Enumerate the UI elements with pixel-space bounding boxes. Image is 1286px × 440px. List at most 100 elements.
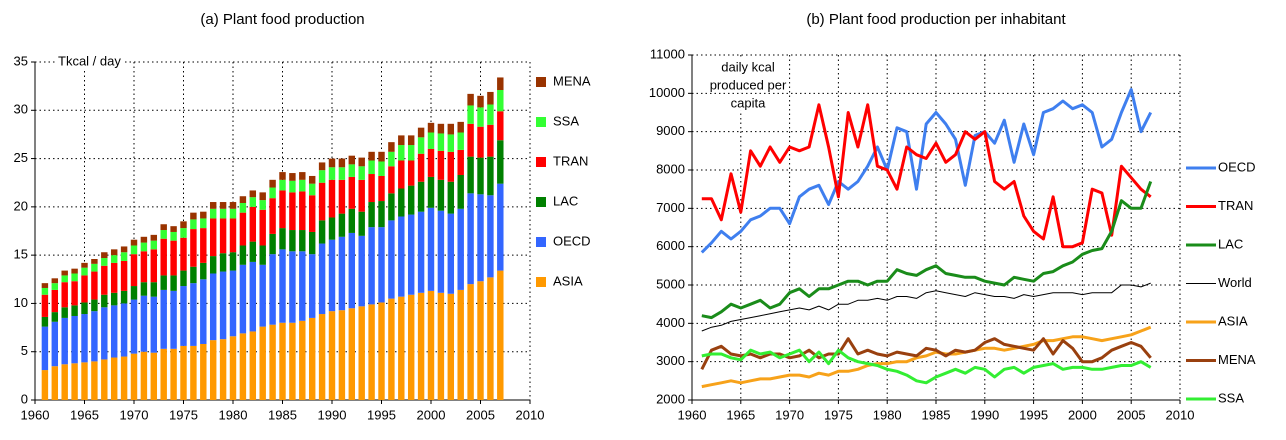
bar bbox=[259, 200, 266, 210]
bar bbox=[338, 213, 346, 237]
line bbox=[701, 282, 1151, 332]
bar bbox=[487, 124, 494, 157]
bar bbox=[259, 209, 266, 246]
bar bbox=[190, 345, 197, 400]
bar bbox=[338, 310, 346, 400]
bar bbox=[477, 107, 484, 127]
bar bbox=[318, 243, 326, 315]
bar bbox=[289, 173, 296, 181]
x-tick-label: 1990 bbox=[970, 407, 999, 422]
bar bbox=[160, 275, 167, 290]
bar bbox=[398, 188, 405, 217]
bar bbox=[150, 352, 158, 400]
bar bbox=[378, 227, 385, 303]
bar bbox=[120, 356, 128, 400]
x-tick-label: 1960 bbox=[678, 407, 707, 422]
bar bbox=[200, 279, 207, 344]
bar bbox=[140, 242, 148, 252]
bar bbox=[378, 151, 385, 162]
bar bbox=[427, 122, 435, 133]
bar bbox=[51, 283, 59, 290]
y-tick-label: 3000 bbox=[656, 353, 685, 368]
bar bbox=[160, 348, 167, 400]
bar bbox=[259, 326, 266, 400]
bar bbox=[130, 254, 138, 287]
legend-swatch bbox=[536, 157, 546, 167]
bar bbox=[239, 202, 247, 213]
bar bbox=[130, 353, 138, 400]
bar bbox=[299, 230, 306, 252]
bar bbox=[150, 249, 158, 283]
x-tick-label: 1970 bbox=[120, 407, 149, 422]
bar bbox=[308, 254, 316, 318]
bar bbox=[110, 305, 118, 358]
bar bbox=[457, 289, 464, 400]
bar bbox=[358, 235, 365, 307]
bar bbox=[200, 228, 207, 263]
bar bbox=[299, 251, 306, 321]
y-tick-label: 11000 bbox=[650, 46, 685, 61]
bar bbox=[239, 245, 247, 265]
bar bbox=[209, 340, 217, 400]
bar bbox=[338, 179, 346, 214]
line bbox=[700, 88, 1153, 254]
bar bbox=[477, 95, 484, 108]
bar bbox=[477, 281, 484, 400]
bar bbox=[249, 197, 257, 207]
bar bbox=[457, 208, 464, 290]
legend-label: SSA bbox=[1218, 390, 1244, 405]
line bbox=[701, 180, 1153, 320]
bar bbox=[180, 237, 187, 271]
x-tick-label: 1965 bbox=[726, 407, 755, 422]
annotation: daily kcal bbox=[721, 59, 775, 74]
bar bbox=[61, 282, 68, 308]
bar bbox=[368, 151, 375, 161]
bar bbox=[368, 202, 375, 228]
bar bbox=[190, 229, 197, 267]
bar bbox=[467, 193, 474, 285]
bar bbox=[229, 270, 237, 337]
bar bbox=[200, 343, 207, 400]
bar bbox=[497, 183, 504, 271]
bar bbox=[318, 182, 326, 221]
legend-label: MENA bbox=[553, 73, 591, 88]
bar bbox=[318, 220, 326, 244]
bar bbox=[190, 283, 197, 346]
bar bbox=[308, 195, 316, 232]
bar bbox=[358, 166, 365, 180]
legend-label: LAC bbox=[1218, 236, 1243, 251]
legend-swatch bbox=[536, 197, 546, 207]
bar bbox=[348, 308, 356, 400]
bar bbox=[348, 176, 356, 209]
bar bbox=[299, 179, 306, 192]
x-tick-label: 1995 bbox=[1019, 407, 1048, 422]
bar bbox=[487, 156, 494, 196]
bar bbox=[407, 160, 415, 186]
bar bbox=[437, 133, 445, 151]
bar bbox=[130, 245, 138, 255]
bar bbox=[348, 164, 356, 177]
bar bbox=[91, 271, 98, 300]
bar bbox=[71, 315, 78, 364]
bar bbox=[41, 294, 49, 317]
bar bbox=[497, 140, 504, 184]
bar bbox=[61, 364, 68, 400]
y-tick-label: 10 bbox=[14, 295, 28, 310]
bar bbox=[398, 296, 405, 400]
bar bbox=[269, 179, 276, 188]
bar bbox=[110, 262, 118, 293]
bar bbox=[457, 132, 464, 150]
legend-label: LAC bbox=[553, 193, 578, 208]
bar bbox=[120, 260, 128, 291]
line bbox=[701, 103, 1152, 249]
x-tick-label: 2005 bbox=[1117, 407, 1146, 422]
bar bbox=[388, 220, 395, 299]
x-tick-label: 2010 bbox=[1166, 407, 1195, 422]
bar bbox=[229, 218, 237, 253]
bar bbox=[51, 321, 59, 367]
bar bbox=[61, 275, 68, 283]
bar bbox=[417, 292, 425, 400]
bar bbox=[91, 361, 98, 400]
bar bbox=[140, 251, 148, 283]
bar bbox=[209, 218, 217, 257]
